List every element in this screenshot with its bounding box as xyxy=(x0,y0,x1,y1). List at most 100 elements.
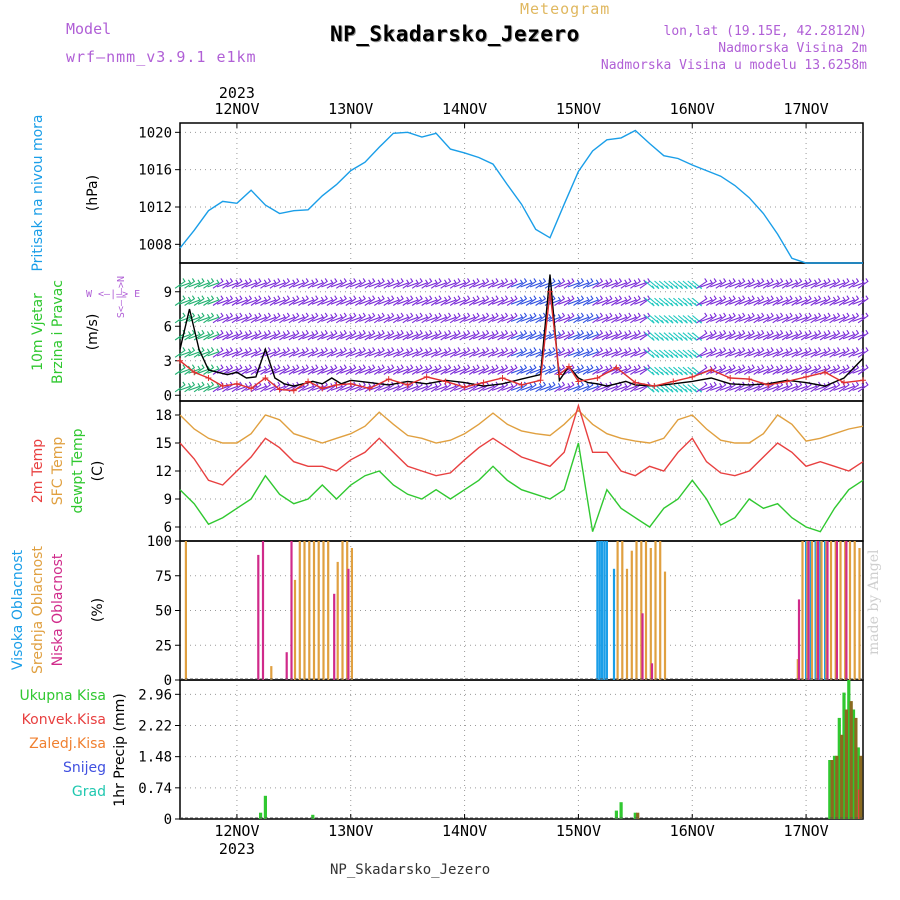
wind-gust-marker xyxy=(499,375,506,381)
wind-barb xyxy=(326,347,338,358)
date-label-top: 16NOV xyxy=(670,100,715,118)
cloud-bar xyxy=(797,599,801,680)
wind-barb xyxy=(444,279,457,288)
wind-barb xyxy=(573,364,585,375)
year-label-bottom: 2023 xyxy=(219,840,255,858)
cloud-bar xyxy=(184,541,187,680)
wind-barb xyxy=(719,365,732,374)
wind-barb xyxy=(212,347,224,358)
wind-barb xyxy=(207,348,220,357)
wind-barb xyxy=(416,348,429,357)
wind-barb xyxy=(649,297,660,307)
precip-legend-entry: Konvek.Kisa xyxy=(22,712,106,728)
wind-barb xyxy=(525,329,537,341)
wind-barb xyxy=(734,312,746,324)
wind-gust-marker xyxy=(860,377,866,384)
wind-barb xyxy=(795,382,808,391)
wind-unit: (m/s) xyxy=(85,314,101,351)
wind-barb xyxy=(601,329,613,341)
wind-barb xyxy=(468,278,480,289)
wind-gust-marker xyxy=(233,380,240,387)
wind-barb xyxy=(226,313,239,322)
wind-barb xyxy=(302,331,315,340)
wind-barb xyxy=(696,278,708,289)
wind-barb xyxy=(615,313,628,322)
wind-gust-marker xyxy=(347,380,354,387)
wind-barb xyxy=(696,329,708,341)
wind-barb xyxy=(548,348,562,357)
wind-barb xyxy=(497,329,509,341)
wind-barb xyxy=(193,364,205,375)
wind-barb xyxy=(397,313,410,322)
cloud-bar xyxy=(835,541,838,680)
wind-barb xyxy=(254,365,268,374)
wind-barb xyxy=(805,365,818,374)
wind-gust-marker xyxy=(248,385,255,392)
wind-barb xyxy=(482,279,495,288)
precip-bar xyxy=(835,755,839,819)
wind-barb xyxy=(235,365,249,374)
wind-barb xyxy=(577,313,590,322)
wind-barb xyxy=(440,329,452,341)
cloud-bar xyxy=(825,541,828,680)
wind-barb xyxy=(174,364,186,375)
wind-barb xyxy=(510,313,524,322)
wind-barb xyxy=(663,349,674,359)
wind-barb xyxy=(421,295,433,306)
wind-barb xyxy=(383,278,395,289)
wind-barb xyxy=(795,365,808,374)
wind-barb xyxy=(738,313,751,322)
wind-barb xyxy=(364,347,376,358)
wind-gust-marker xyxy=(177,357,183,364)
wind-barb xyxy=(654,297,665,307)
wind-barb xyxy=(577,348,590,357)
wind-barb xyxy=(260,381,272,393)
wind-barb xyxy=(705,312,717,324)
wind-barb xyxy=(283,348,296,357)
wind-barb xyxy=(753,364,765,375)
wind-barb xyxy=(311,365,325,374)
wind-barb xyxy=(615,365,628,374)
wind-barb xyxy=(226,296,239,305)
cloud-bar xyxy=(824,541,827,680)
wind-barb xyxy=(364,278,376,289)
wind-barb xyxy=(692,349,703,359)
wind-barb xyxy=(682,349,693,359)
wind-barb xyxy=(668,297,679,307)
precip-bar xyxy=(842,692,846,819)
wind-barb xyxy=(387,365,400,374)
wind-barb xyxy=(767,382,780,391)
wind-barb xyxy=(264,296,277,305)
wind-barb xyxy=(748,365,761,374)
wind-barb xyxy=(311,313,325,322)
temperature-panel xyxy=(175,400,864,542)
wind-gust-marker xyxy=(333,381,340,388)
wind-barb xyxy=(335,278,347,289)
wind-barb xyxy=(454,331,467,340)
wind-barb xyxy=(516,312,528,324)
wind-ylabel-2: Brzina i Pravac xyxy=(50,280,66,384)
wind-barb xyxy=(544,381,556,393)
wind-barb xyxy=(663,297,674,307)
cloud-bar xyxy=(858,548,861,680)
cloud-ytick-label: 75 xyxy=(155,569,172,585)
wind-barb xyxy=(724,329,736,341)
wind-barb xyxy=(819,278,831,289)
wind-barb xyxy=(378,348,391,357)
wind-barb xyxy=(814,365,827,374)
wind-barb xyxy=(321,365,334,374)
wind-barb xyxy=(719,331,732,340)
wind-barb xyxy=(203,347,215,358)
wind-barb xyxy=(459,312,471,324)
wind-gust-marker xyxy=(651,383,658,390)
precip-bar xyxy=(830,760,834,819)
wind-barb xyxy=(487,278,499,289)
wind-barb xyxy=(833,348,846,357)
wind-gust-marker xyxy=(765,381,772,388)
wind-barb xyxy=(298,312,309,324)
wind-barb xyxy=(677,384,688,393)
precip-bar xyxy=(854,717,858,819)
wind-barb xyxy=(516,295,528,306)
wind-barb xyxy=(677,332,688,341)
wind-barb xyxy=(184,278,196,289)
